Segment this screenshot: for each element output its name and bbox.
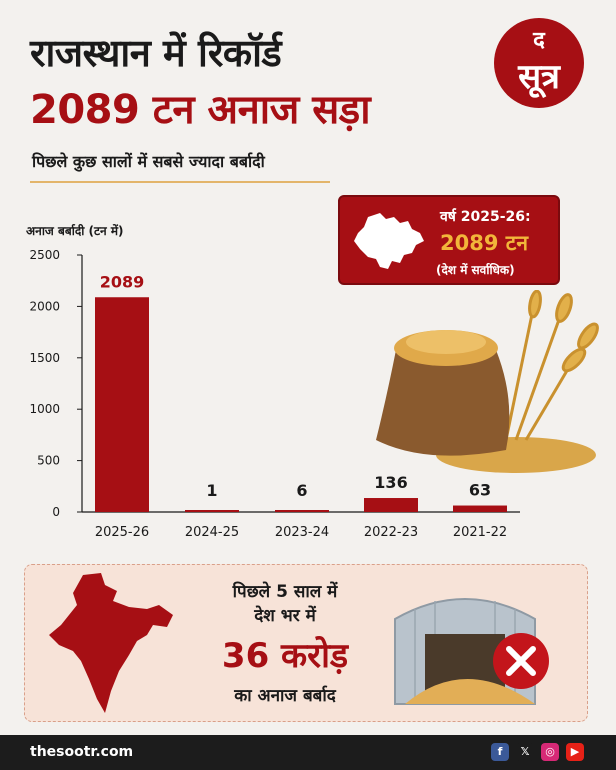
instagram-icon[interactable]: ◎: [541, 743, 559, 761]
bar-value-label: 63: [469, 481, 491, 500]
callout-year: वर्ष 2025-26:: [440, 209, 531, 225]
y-axis-ticks: 2500 2000 1500 1000 500 0: [29, 248, 82, 519]
bar-value-label: 2089: [100, 272, 145, 291]
india-map-icon: [49, 573, 173, 713]
chart-y-axis-label: अनाज बर्बादी (टन में): [26, 224, 124, 238]
y-tick-label: 0: [52, 505, 60, 519]
bar-2024-25: [185, 510, 239, 512]
footer-site-link[interactable]: thesootr.com: [30, 744, 134, 760]
bar-value-label: 1: [206, 481, 217, 500]
logo-line2: सूत्र: [518, 57, 560, 97]
logo-line1: द: [533, 28, 545, 53]
bar-2025-26: [95, 297, 149, 512]
x-tick-label: 2024-25: [185, 525, 239, 540]
bar-2023-24: [275, 510, 329, 512]
bar-2022-23: [364, 498, 418, 512]
bar-chart: 2500 2000 1500 1000 500 0 2089 2025-26 1 2024-25…: [29, 248, 520, 540]
y-tick-label: 2500: [29, 248, 60, 262]
grain-sack-illustration: [376, 290, 599, 473]
x-tick-label: 2023-24: [275, 525, 329, 540]
bar-value-label: 136: [374, 473, 407, 492]
footer-bar: thesootr.com f 𝕏 ◎ ▶: [0, 735, 616, 770]
x-tick-label: 2022-23: [364, 525, 418, 540]
callout-note: (देश में सर्वाधिक): [436, 263, 515, 277]
page-subtitle: पिछले कुछ सालों में सबसे ज्यादा बर्बादी: [32, 152, 265, 171]
page-title-line1: राजस्थान में रिकॉर्ड: [30, 31, 282, 75]
bar-2021-22: [453, 505, 507, 512]
page-title-line2: 2089 टन अनाज सड़ा: [30, 87, 371, 133]
y-tick-label: 2000: [29, 299, 60, 313]
x-tick-label: 2021-22: [453, 525, 507, 540]
facebook-icon[interactable]: f: [491, 743, 509, 761]
x-icon[interactable]: 𝕏: [516, 743, 534, 761]
national-waste-panel: पिछले 5 साल में देश भर में 36 करोड़ का अ…: [24, 564, 588, 722]
y-tick-label: 1500: [29, 351, 60, 365]
panel-line4: का अनाज बर्बाद: [234, 686, 336, 706]
y-tick-label: 1000: [29, 402, 60, 416]
x-tick-label: 2025-26: [95, 525, 149, 540]
bars-group: 2089 2025-26 1 2024-25 6 2023-24 136 2022-23 63 2…: [95, 272, 507, 540]
silo-illustration: [394, 598, 549, 705]
panel-line1: पिछले 5 साल में: [232, 582, 338, 602]
youtube-icon[interactable]: ▶: [566, 743, 584, 761]
brand-logo: द सूत्र: [494, 18, 584, 108]
highlight-callout: वर्ष 2025-26: 2089 टन (देश में सर्वाधिक): [338, 195, 560, 285]
callout-value: 2089 टन: [440, 231, 528, 255]
rajasthan-map-icon: [354, 213, 424, 269]
subtitle-underline: [30, 181, 330, 183]
panel-line2: देश भर में: [254, 606, 316, 626]
y-tick-label: 500: [37, 454, 60, 468]
panel-highlight: 36 करोड़: [221, 636, 349, 676]
bar-value-label: 6: [296, 481, 307, 500]
